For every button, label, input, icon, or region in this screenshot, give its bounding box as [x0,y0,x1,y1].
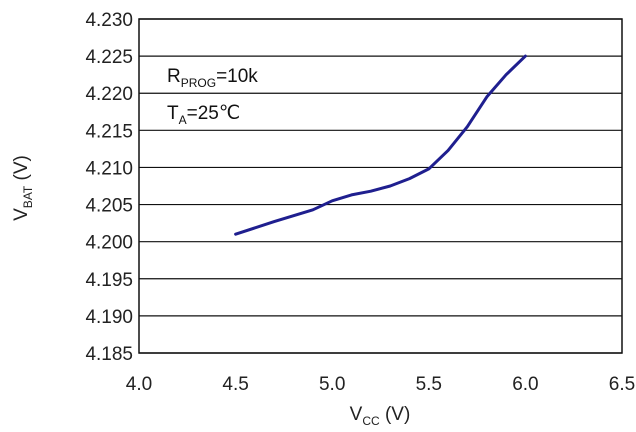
annotations: RPROG=10k TA=25℃ [167,66,258,127]
y-tick-label: 4.200 [85,233,133,254]
x-axis-label: VCC (V) [350,404,411,428]
y-tick-label: 4.210 [85,158,133,179]
x-tick-label: 6.0 [512,374,538,395]
y-tick-label: 4.220 [85,84,133,105]
annotation-ta: TA=25℃ [167,103,240,127]
x-tick-label: 6.5 [609,374,635,395]
y-axis-label: VBAT (V) [11,155,35,221]
y-tick-label: 4.195 [85,270,133,291]
y-tick-label: 4.190 [85,307,133,328]
y-tick-label: 4.230 [85,10,133,31]
grid-lines [139,18,622,354]
plot-area-frame [138,18,623,354]
y-tick-label: 4.205 [85,196,133,217]
x-tick-label: 5.5 [416,374,442,395]
y-tick-label: 4.215 [85,121,133,142]
x-tick-label: 4.5 [222,374,248,395]
y-tick-label: 4.225 [85,47,133,68]
series-line-vbat [234,54,527,236]
annotation-rprog: RPROG=10k [167,66,258,90]
y-tick-label: 4.185 [85,344,133,365]
x-tick-labels: 4.0 4.5 5.0 5.5 6.0 6.5 [126,374,635,395]
y-tick-labels: 4.230 4.225 4.220 4.215 4.210 4.205 4.200 4.195… [85,10,133,365]
x-tick-label: 5.0 [319,374,345,395]
x-tick-label: 4.0 [126,374,152,395]
